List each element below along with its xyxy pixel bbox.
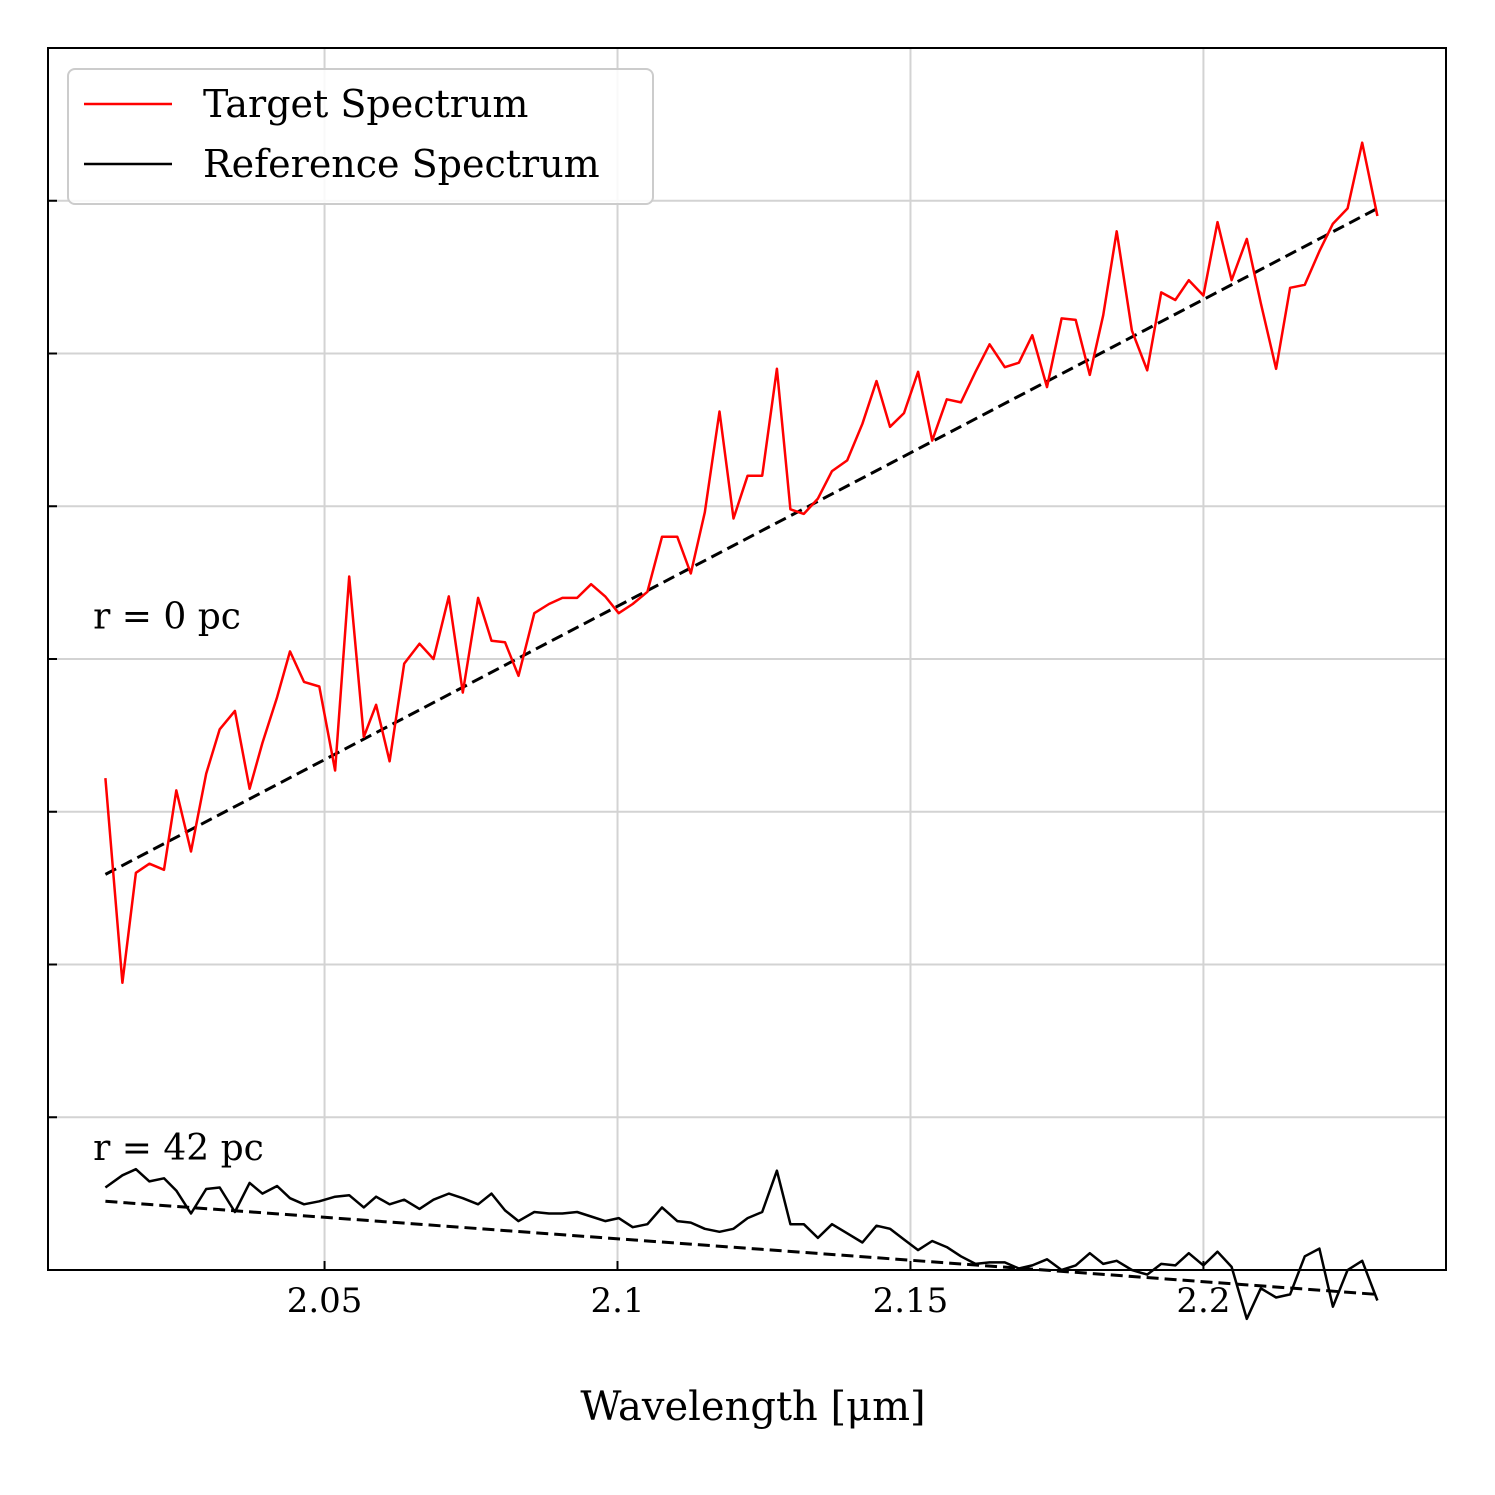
x-tick-label: 2.1 [590, 1281, 644, 1321]
fit-lines [104, 207, 1379, 1296]
series-line-reference [104, 1167, 1379, 1321]
legend-label-target: Target Spectrum [203, 82, 528, 126]
fit-line-reference [105, 1199, 1378, 1296]
annotation-r42: r = 42 pc [93, 1128, 264, 1169]
plot-frame [47, 47, 1447, 1271]
legend: Target Spectrum Reference Spectrum [67, 68, 654, 205]
annotation-r0: r = 0 pc [93, 596, 241, 637]
series-lines [104, 141, 1379, 1321]
series-line-target [104, 141, 1379, 985]
fit-line-target [104, 207, 1379, 876]
legend-label-reference: Reference Spectrum [203, 142, 600, 186]
x-tick-label: 2.2 [1176, 1281, 1230, 1321]
x-axis-title: Wavelength [μm] [580, 1384, 925, 1430]
axis-ticks [48, 199, 1205, 1270]
x-tick-label: 2.15 [873, 1281, 949, 1321]
grid [48, 48, 1446, 1270]
legend-box [67, 68, 654, 205]
annotations: r = 0 pc r = 42 pc [93, 596, 264, 1169]
x-tick-labels: 2.05 2.1 2.15 2.2 [287, 1281, 1231, 1321]
x-tick-label: 2.05 [287, 1281, 363, 1321]
